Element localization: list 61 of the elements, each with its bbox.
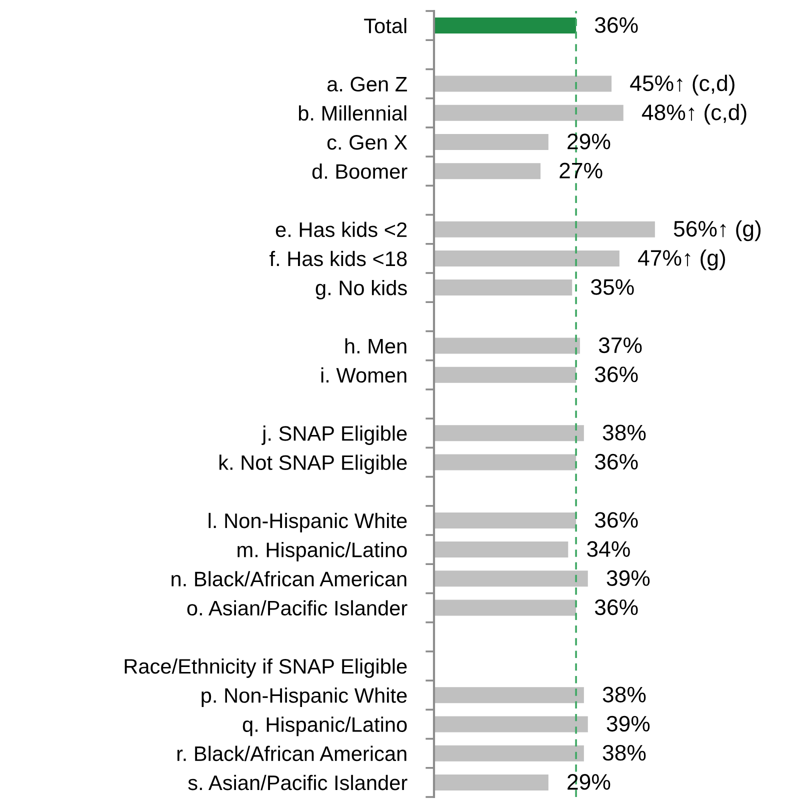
bar bbox=[434, 774, 548, 790]
data-label: 39% bbox=[606, 570, 650, 586]
y-tick-label: c. Gen X bbox=[327, 135, 408, 150]
bar bbox=[434, 163, 541, 180]
data-label: 45%↑ (c,d) bbox=[630, 74, 734, 96]
data-label: 35% bbox=[591, 279, 634, 295]
y-tick-label: q. Hispanic/Latino bbox=[242, 716, 407, 736]
y-tick-label: g. No kids bbox=[316, 280, 407, 300]
data-label: 36% bbox=[594, 366, 638, 382]
bar bbox=[434, 687, 584, 704]
bar bbox=[434, 366, 576, 383]
data-label: 36% bbox=[594, 17, 638, 33]
y-tick-label: d. Boomer bbox=[312, 164, 408, 179]
bar bbox=[434, 221, 655, 238]
y-tick-label: h. Men bbox=[345, 338, 406, 354]
bar bbox=[434, 570, 588, 587]
data-label: 36% bbox=[594, 512, 638, 528]
data-label: 39% bbox=[606, 716, 650, 732]
data-label: 29% bbox=[568, 134, 610, 150]
y-tick-label: f. Has kids <18 bbox=[270, 250, 407, 266]
y-tick-label: m. Hispanic/Latino bbox=[238, 542, 407, 562]
data-label: 38% bbox=[602, 744, 646, 761]
y-tick-label: a. Gen Z bbox=[327, 76, 407, 92]
bar bbox=[434, 425, 584, 442]
y-tick-label: k. Not SNAP Eligible bbox=[219, 454, 407, 474]
y-tick-label: s. Asian/Pacific Islander bbox=[188, 774, 408, 790]
y-tick-label: o. Asian/Pacific Islander bbox=[187, 600, 408, 616]
data-label: 56%↑ (g) bbox=[674, 220, 761, 242]
bar bbox=[434, 250, 620, 266]
y-tick-label: l. Non-Hispanic White bbox=[208, 512, 407, 532]
data-label: 36% bbox=[594, 599, 638, 616]
bar bbox=[434, 104, 624, 121]
bar bbox=[434, 338, 580, 354]
bar bbox=[434, 454, 576, 470]
y-tick-label: Race/Ethnicity if SNAP Eligible bbox=[124, 658, 407, 678]
data-label: 29% bbox=[568, 774, 610, 790]
bar bbox=[434, 280, 572, 296]
data-label: 27% bbox=[560, 162, 602, 178]
data-label: 37% bbox=[598, 337, 642, 354]
bar bbox=[434, 542, 568, 558]
bar bbox=[434, 745, 584, 762]
bar bbox=[434, 134, 548, 150]
bar bbox=[434, 716, 588, 732]
y-tick-label: p. Non-Hispanic White bbox=[202, 688, 407, 707]
bar bbox=[434, 600, 576, 616]
y-tick-label: b. Millennial bbox=[298, 105, 406, 121]
y-tick-label: r. Black/African American bbox=[177, 746, 406, 762]
data-label: 36% bbox=[594, 454, 638, 470]
data-label: 38% bbox=[602, 424, 646, 440]
y-tick-label: e. Has kids <2 bbox=[276, 222, 407, 238]
data-label: 38% bbox=[602, 686, 646, 702]
data-label: 34% bbox=[587, 541, 630, 557]
bar bbox=[434, 512, 576, 528]
y-tick-label: j. SNAP Eligible bbox=[262, 426, 407, 445]
y-tick-label: n. Black/African American bbox=[172, 571, 406, 586]
y-tick-label: i. Women bbox=[321, 367, 406, 383]
y-tick-label: Total bbox=[364, 18, 406, 34]
data-label: 47%↑ (g) bbox=[638, 249, 726, 270]
bar bbox=[434, 18, 576, 34]
data-label: 48%↑ (c,d) bbox=[642, 104, 746, 125]
bar bbox=[434, 76, 612, 92]
